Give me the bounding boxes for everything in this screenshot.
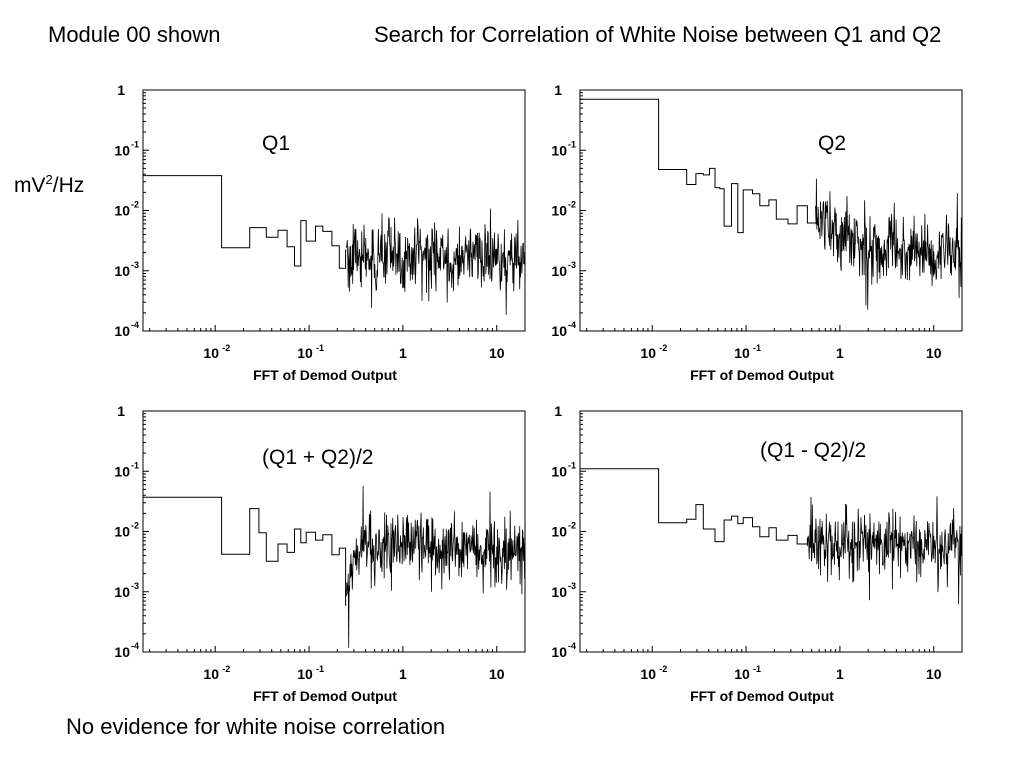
x-tick-label: 10 (203, 666, 219, 682)
y-tick-exponent: -3 (131, 260, 139, 270)
y-tick-label: 10 (114, 263, 130, 279)
y-tick-label: 10 (551, 263, 567, 279)
slide-title: Search for Correlation of White Noise be… (374, 22, 942, 47)
x-axis-label: FFT of Demod Output (253, 688, 397, 704)
y-tick-exponent: -4 (568, 641, 576, 651)
panel-label: Q2 (818, 132, 846, 155)
spectrum-noise-trace (815, 178, 963, 310)
x-tick-label: 10 (926, 666, 942, 682)
conclusion-text: No evidence for white noise correlation (66, 714, 446, 739)
y-tick-exponent: -2 (568, 200, 576, 210)
y-tick-label: 10 (551, 584, 567, 600)
y-tick-label: 1 (554, 403, 562, 419)
plot-frame (142, 89, 526, 332)
y-tick-label: 10 (551, 644, 567, 660)
y-tick-label: 10 (114, 644, 130, 660)
x-tick-exponent: -2 (222, 343, 230, 353)
module-label: Module 00 shown (48, 22, 221, 47)
x-axis-label: FFT of Demod Output (253, 367, 397, 383)
x-tick-label: 1 (399, 666, 407, 682)
plot-frame (579, 89, 963, 332)
y-tick-label: 1 (554, 82, 562, 98)
y-unit-base: mV (14, 174, 46, 197)
spectrum-step-trace (143, 175, 347, 269)
y-tick-label: 10 (114, 323, 130, 339)
x-tick-label: 10 (640, 666, 656, 682)
y-tick-label: 10 (114, 142, 130, 158)
y-tick-exponent: -2 (131, 521, 139, 531)
x-tick-label: 10 (640, 345, 656, 361)
spectrum-noise-trace (346, 208, 525, 315)
x-tick-label: 10 (489, 345, 505, 361)
x-tick-exponent: -2 (222, 664, 230, 674)
spectrum-step-trace (580, 98, 816, 234)
panel-label: (Q1 + Q2)/2 (262, 446, 373, 469)
y-tick-label: 10 (551, 524, 567, 540)
y-tick-exponent: -3 (568, 260, 576, 270)
y-tick-label: 10 (114, 584, 130, 600)
y-unit-superscript: 2 (45, 172, 53, 187)
y-tick-label: 10 (114, 203, 130, 219)
x-tick-exponent: -1 (753, 343, 761, 353)
y-tick-label: 10 (551, 323, 567, 339)
x-tick-label: 10 (734, 666, 750, 682)
spectrum-noise-trace (346, 485, 525, 648)
x-axis-label: FFT of Demod Output (690, 367, 834, 383)
y-tick-label: 1 (117, 82, 125, 98)
x-tick-label: 10 (203, 345, 219, 361)
y-tick-exponent: -3 (568, 581, 576, 591)
y-tick-exponent: -1 (568, 460, 576, 470)
x-tick-exponent: -1 (316, 343, 324, 353)
x-tick-exponent: -2 (659, 664, 667, 674)
y-tick-label: 1 (117, 403, 125, 419)
x-axis-label: FFT of Demod Output (690, 688, 834, 704)
y-tick-exponent: -2 (131, 200, 139, 210)
x-tick-exponent: -2 (659, 343, 667, 353)
x-tick-label: 10 (734, 345, 750, 361)
spectrum-step-trace (143, 496, 347, 606)
x-tick-label: 1 (836, 666, 844, 682)
y-tick-label: 10 (114, 463, 130, 479)
y-tick-exponent: -4 (131, 320, 139, 330)
spectrum-noise-trace (807, 496, 963, 605)
y-unit-label: mV2/Hz (14, 172, 84, 198)
y-tick-exponent: -1 (568, 139, 576, 149)
x-tick-label: 10 (297, 345, 313, 361)
y-tick-label: 10 (551, 142, 567, 158)
panel-label: Q1 (262, 132, 290, 155)
y-tick-label: 10 (114, 524, 130, 540)
y-tick-exponent: -4 (568, 320, 576, 330)
x-tick-label: 10 (926, 345, 942, 361)
y-tick-exponent: -3 (131, 581, 139, 591)
panel-label: (Q1 - Q2)/2 (760, 439, 866, 462)
y-tick-exponent: -1 (131, 460, 139, 470)
y-unit-rest: /Hz (52, 174, 85, 197)
y-tick-label: 10 (551, 203, 567, 219)
y-tick-label: 10 (551, 463, 567, 479)
x-tick-label: 1 (836, 345, 844, 361)
x-tick-label: 10 (297, 666, 313, 682)
y-tick-exponent: -2 (568, 521, 576, 531)
y-tick-exponent: -1 (131, 139, 139, 149)
x-tick-exponent: -1 (316, 664, 324, 674)
x-tick-label: 1 (399, 345, 407, 361)
spectrum-step-trace (580, 468, 808, 545)
y-tick-exponent: -4 (131, 641, 139, 651)
x-tick-label: 10 (489, 666, 505, 682)
x-tick-exponent: -1 (753, 664, 761, 674)
